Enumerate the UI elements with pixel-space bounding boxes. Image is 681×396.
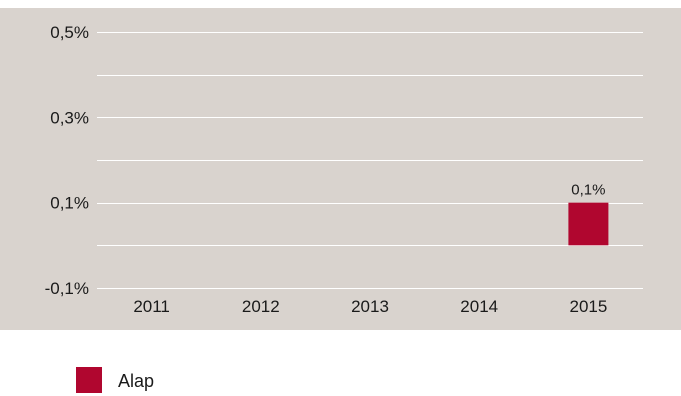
legend-swatch-alap <box>76 367 102 393</box>
y-tick-label: -0,1% <box>45 279 89 298</box>
y-axis-ticks: 0,5% 0,3% 0,1% -0,1% <box>45 23 89 298</box>
x-tick-label: 2011 <box>133 297 170 316</box>
x-tick-label: 2015 <box>569 297 607 316</box>
y-tick-label: 0,5% <box>50 23 89 42</box>
x-tick-label: 2014 <box>460 297 498 316</box>
legend: Alap <box>76 367 154 393</box>
y-tick-label: 0,1% <box>50 194 89 213</box>
y-tick-label: 0,3% <box>50 108 89 127</box>
bars <box>568 202 609 246</box>
x-tick-label: 2013 <box>351 297 389 316</box>
grid-lines <box>97 32 643 289</box>
x-axis-ticks: 2011 2012 2013 2014 2015 <box>133 297 607 316</box>
x-tick-label: 2012 <box>242 297 280 316</box>
data-label-2015: 0,1% <box>571 182 605 199</box>
legend-label-alap: Alap <box>118 371 154 391</box>
bar-2015 <box>568 202 609 246</box>
plot-background <box>0 8 681 330</box>
data-labels: 0,1% <box>571 182 605 199</box>
